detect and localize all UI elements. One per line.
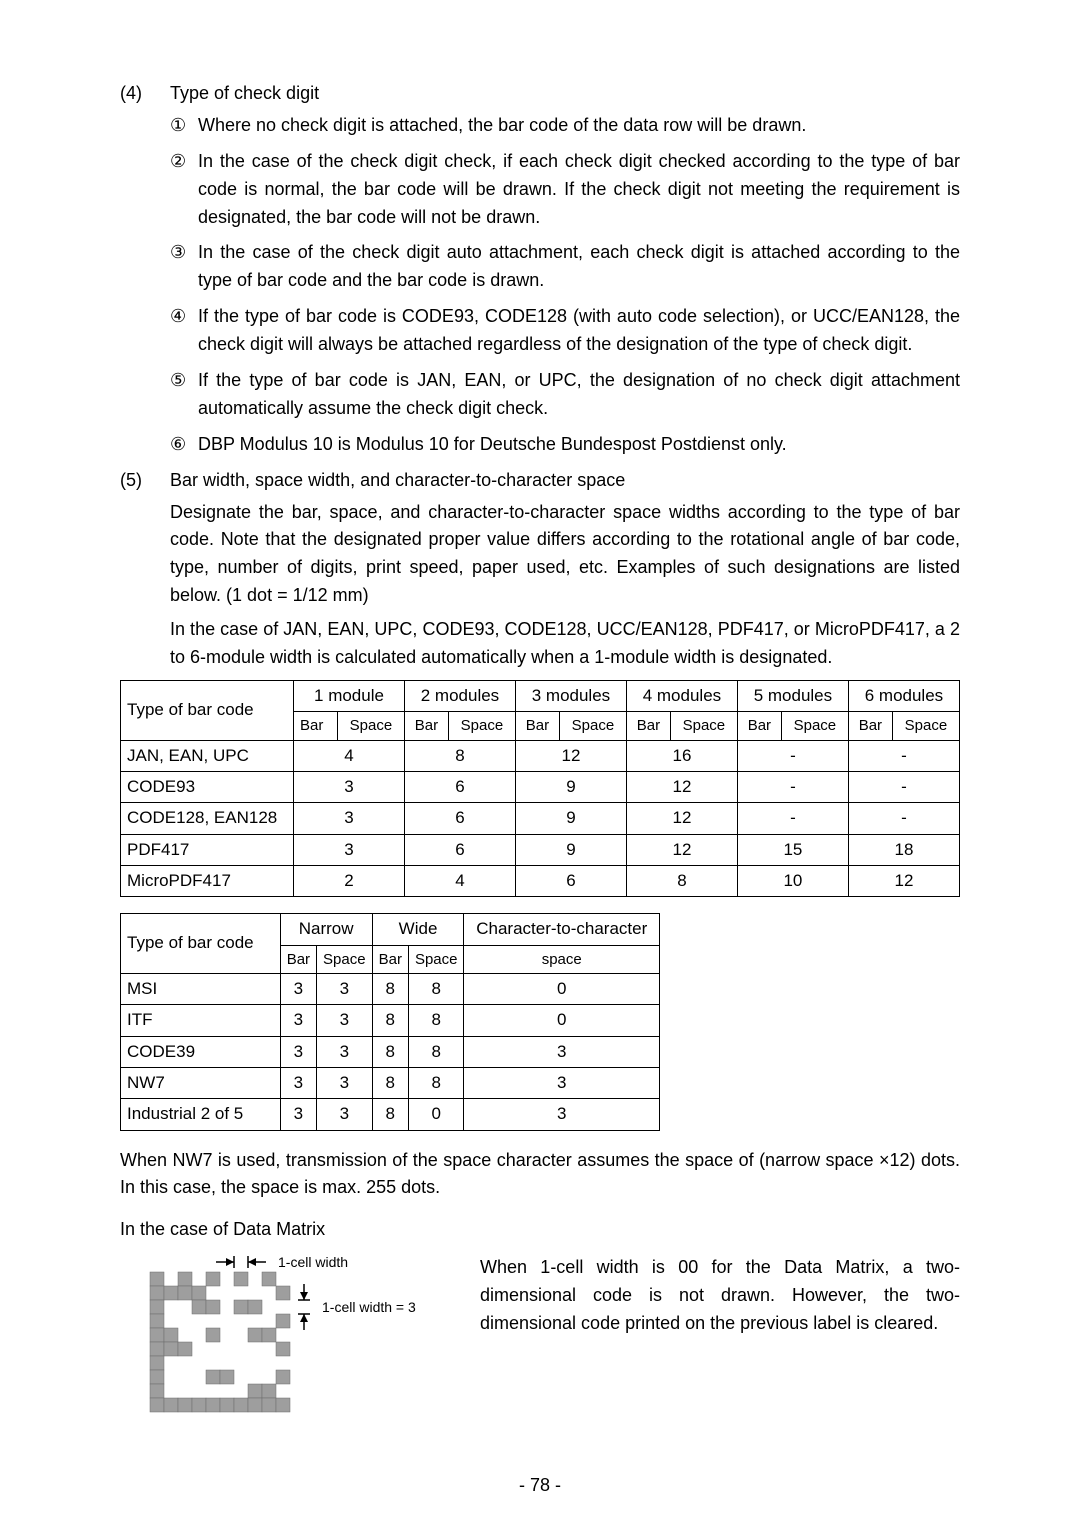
section-4-title: Type of check digit xyxy=(170,80,960,108)
section-5-num: (5) xyxy=(120,467,170,495)
page-number: - 78 - xyxy=(0,1472,1080,1500)
circled-number-icon: ② xyxy=(170,148,198,232)
section-4-item-text: If the type of bar code is CODE93, CODE1… xyxy=(198,303,960,359)
circled-number-icon: ③ xyxy=(170,239,198,295)
section-4-item-text: In the case of the check digit check, if… xyxy=(198,148,960,232)
section-4-item-text: In the case of the check digit auto atta… xyxy=(198,239,960,295)
datamatrix-diagram: 1-cell width 1-cell width = 3 xyxy=(120,1250,450,1439)
section-5-title: Bar width, space width, and character-to… xyxy=(170,467,960,495)
datamatrix-text: When 1-cell width is 00 for the Data Mat… xyxy=(480,1250,960,1338)
cell-width-label: 1-cell width xyxy=(278,1254,348,1270)
section-4-item-text: If the type of bar code is JAN, EAN, or … xyxy=(198,367,960,423)
section-4-item-text: DBP Modulus 10 is Modulus 10 for Deutsch… xyxy=(198,431,960,459)
circled-number-icon: ⑥ xyxy=(170,431,198,459)
section-5-para-1: Designate the bar, space, and character-… xyxy=(170,499,960,611)
nw7-note: When NW7 is used, transmission of the sp… xyxy=(120,1147,960,1203)
circled-number-icon: ④ xyxy=(170,303,198,359)
circled-number-icon: ① xyxy=(170,112,198,140)
circled-number-icon: ⑤ xyxy=(170,367,198,423)
section-4-num: (4) xyxy=(120,80,170,108)
module-width-table: Type of bar code1 module2 modules3 modul… xyxy=(120,680,960,897)
section-4-item-text: Where no check digit is attached, the ba… xyxy=(198,112,960,140)
datamatrix-heading: In the case of Data Matrix xyxy=(120,1216,960,1244)
cell-width-value-label: 1-cell width = 3 xyxy=(322,1299,416,1315)
narrow-wide-table: Type of bar codeNarrowWideCharacter-to-c… xyxy=(120,913,660,1130)
section-5-para-2: In the case of JAN, EAN, UPC, CODE93, CO… xyxy=(170,616,960,672)
